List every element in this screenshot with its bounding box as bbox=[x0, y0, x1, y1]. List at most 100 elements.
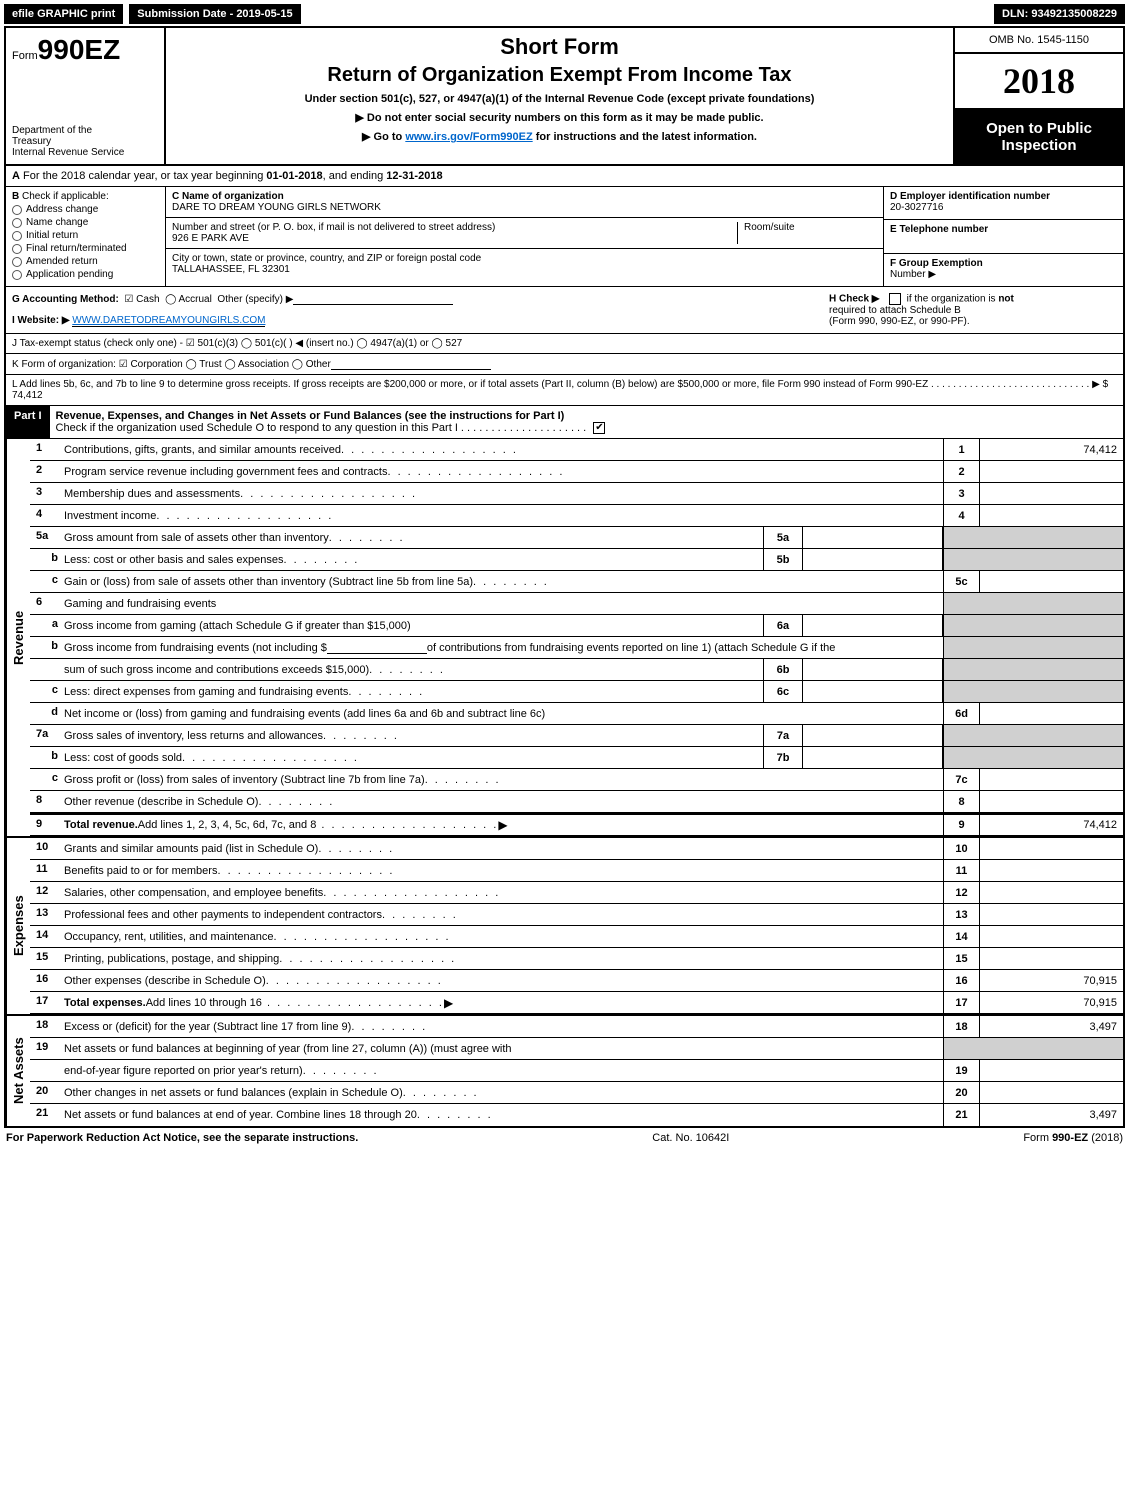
ln-num: b bbox=[30, 747, 64, 768]
ln-desc: Gross income from fundraising events (no… bbox=[64, 637, 943, 658]
short-form-title: Short Form bbox=[176, 34, 943, 60]
ln-desc: Net income or (loss) from gaming and fun… bbox=[64, 703, 943, 724]
submission-date-button[interactable]: Submission Date - 2019-05-15 bbox=[129, 4, 300, 24]
department-block: Department of the Treasury Internal Reve… bbox=[12, 125, 158, 158]
line-8: 8 Other revenue (describe in Schedule O)… bbox=[30, 791, 1123, 813]
checkbox-icon[interactable] bbox=[593, 422, 605, 434]
ln-desc: Excess or (deficit) for the year (Subtra… bbox=[64, 1016, 943, 1037]
line-6d: d Net income or (loss) from gaming and f… bbox=[30, 703, 1123, 725]
sub-val bbox=[803, 681, 943, 702]
section-g-label: G Accounting Method: bbox=[12, 294, 119, 305]
l17-post: Add lines 10 through 16 bbox=[146, 997, 444, 1009]
g-other-blank[interactable] bbox=[293, 293, 453, 305]
ln-rval bbox=[979, 838, 1123, 859]
instruction-2: ▶ Go to www.irs.gov/Form990EZ for instru… bbox=[176, 130, 943, 143]
section-l: L Add lines 5b, 6c, and 7b to line 9 to … bbox=[6, 375, 1123, 406]
ln-num: 10 bbox=[30, 838, 64, 859]
opt-3: Final return/terminated bbox=[26, 243, 127, 254]
g-cash: Cash bbox=[136, 294, 159, 305]
h-text3: (Form 990, 990-EZ, or 990-PF). bbox=[829, 316, 1117, 327]
ln-num: 19 bbox=[30, 1038, 64, 1059]
section-c: C Name of organization DARE TO DREAM YOU… bbox=[166, 187, 883, 286]
ln-num: 5a bbox=[30, 527, 64, 548]
ln-desc: Total expenses. Add lines 10 through 16 bbox=[64, 992, 943, 1013]
chk-application-pending[interactable]: Application pending bbox=[12, 269, 159, 280]
sub-num: 7a bbox=[763, 725, 803, 746]
footer-left: For Paperwork Reduction Act Notice, see … bbox=[6, 1132, 358, 1144]
shade-cell bbox=[943, 527, 1123, 548]
section-d-label: D Employer identification number bbox=[890, 191, 1117, 202]
room-suite: Room/suite bbox=[737, 222, 877, 244]
ln-rnum: 7c bbox=[943, 769, 979, 790]
netassets-lines: 18 Excess or (deficit) for the year (Sub… bbox=[30, 1016, 1123, 1126]
open-public-l2: Inspection bbox=[959, 137, 1119, 154]
ln-desc: Professional fees and other payments to … bbox=[64, 904, 943, 925]
dept-line2: Treasury bbox=[12, 136, 158, 147]
ln-desc: Less: cost or other basis and sales expe… bbox=[64, 549, 763, 570]
website-link[interactable]: WWW.DARETODREAMYOUNGIRLS.COM bbox=[72, 315, 265, 327]
chk-address-change[interactable]: Address change bbox=[12, 204, 159, 215]
chk-final-return[interactable]: Final return/terminated bbox=[12, 243, 159, 254]
checkbox-icon[interactable] bbox=[889, 293, 901, 305]
ln-rval bbox=[979, 791, 1123, 812]
line-4: 4 Investment income 4 bbox=[30, 505, 1123, 527]
ln-rval bbox=[979, 926, 1123, 947]
part1-header: Part I bbox=[6, 406, 50, 438]
ln-rval bbox=[979, 703, 1123, 724]
k-other-blank[interactable] bbox=[331, 358, 491, 370]
line-15: 15 Printing, publications, postage, and … bbox=[30, 948, 1123, 970]
city-value: TALLAHASSEE, FL 32301 bbox=[172, 264, 877, 275]
ln-rnum: 4 bbox=[943, 505, 979, 526]
footer-right-bold: 990-EZ bbox=[1052, 1132, 1088, 1144]
line-18: 18 Excess or (deficit) for the year (Sub… bbox=[30, 1016, 1123, 1038]
ln-rval bbox=[979, 571, 1123, 592]
l6b-blank[interactable] bbox=[327, 642, 427, 654]
opt-0: Address change bbox=[26, 204, 98, 215]
ln-num: 2 bbox=[30, 461, 64, 482]
top-bar-left: efile GRAPHIC print Submission Date - 20… bbox=[4, 4, 301, 24]
ln-rnum: 19 bbox=[943, 1060, 979, 1081]
radio-icon bbox=[12, 205, 22, 215]
shade-cell bbox=[943, 1038, 1123, 1059]
ln-desc: Less: cost of goods sold bbox=[64, 747, 763, 768]
ln-rval: 3,497 bbox=[979, 1104, 1123, 1126]
ln-num: 9 bbox=[30, 815, 64, 835]
chk-amended-return[interactable]: Amended return bbox=[12, 256, 159, 267]
ln-num: 8 bbox=[30, 791, 64, 812]
section-i-label: I Website: ▶ bbox=[12, 315, 70, 326]
g-accrual: Accrual bbox=[179, 294, 212, 305]
form-header: Form990EZ Department of the Treasury Int… bbox=[6, 28, 1123, 166]
footer-right: Form 990-EZ (2018) bbox=[1023, 1132, 1123, 1144]
radio-icon bbox=[12, 244, 22, 254]
h-text2: required to attach Schedule B bbox=[829, 305, 1117, 316]
ln-num: 1 bbox=[30, 439, 64, 460]
ln-rval bbox=[979, 1082, 1123, 1103]
ln-desc: Investment income bbox=[64, 505, 943, 526]
section-a: A For the 2018 calendar year, or tax yea… bbox=[6, 166, 1123, 187]
open-public-l1: Open to Public bbox=[959, 120, 1119, 137]
section-f: F Group Exemption Number ▶ bbox=[884, 254, 1123, 286]
revenue-side-label: Revenue bbox=[6, 439, 30, 836]
ln-num: 17 bbox=[30, 992, 64, 1013]
chk-name-change[interactable]: Name change bbox=[12, 217, 159, 228]
ln-num: 14 bbox=[30, 926, 64, 947]
org-city-row: City or town, state or province, country… bbox=[166, 249, 883, 279]
footer-right-pre: Form bbox=[1023, 1132, 1052, 1144]
ln-desc: Other changes in net assets or fund bala… bbox=[64, 1082, 943, 1103]
ln-desc: end-of-year figure reported on prior yea… bbox=[64, 1060, 943, 1081]
section-b-label: Check if applicable: bbox=[22, 191, 109, 202]
ln-num: 16 bbox=[30, 970, 64, 991]
irs-link[interactable]: www.irs.gov/Form990EZ bbox=[405, 131, 532, 143]
ln-num: c bbox=[30, 681, 64, 702]
radio-icon bbox=[12, 231, 22, 241]
ln-num: b bbox=[30, 637, 64, 658]
org-address-row: Number and street (or P. O. box, if mail… bbox=[166, 218, 883, 249]
efile-print-button[interactable]: efile GRAPHIC print bbox=[4, 4, 123, 24]
section-a-pre: For the 2018 calendar year, or tax year … bbox=[23, 170, 266, 182]
chk-initial-return[interactable]: Initial return bbox=[12, 230, 159, 241]
line-21: 21 Net assets or fund balances at end of… bbox=[30, 1104, 1123, 1126]
shade-cell bbox=[943, 593, 1123, 614]
ln-rval: 74,412 bbox=[979, 815, 1123, 835]
section-k: K Form of organization: ☑ Corporation ◯ … bbox=[6, 354, 1123, 375]
line-10: 10 Grants and similar amounts paid (list… bbox=[30, 838, 1123, 860]
